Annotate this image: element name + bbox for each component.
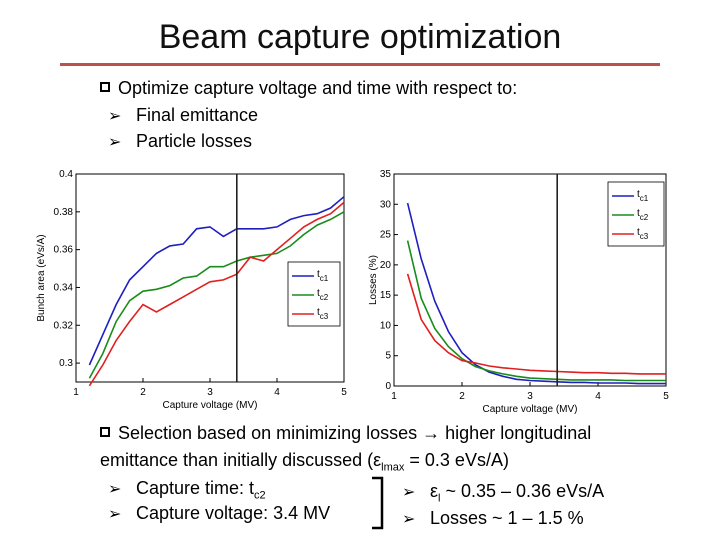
x-tick-label: 4: [595, 391, 601, 402]
y-tick-label: 0.3: [59, 358, 73, 369]
result-emittance-b: ~ 0.35 – 0.36 eVs/A: [440, 481, 605, 501]
y-tick-label: 0.34: [54, 282, 74, 293]
x-axis-label: Capture voltage (MV): [162, 400, 257, 411]
sub-bullet-losses: ➢ Particle losses: [108, 131, 252, 152]
y-tick-label: 30: [380, 199, 392, 210]
y-tick-label: 0.36: [54, 245, 74, 256]
y-tick-label: 20: [380, 260, 392, 271]
bullet-2-line-1: Selection based on minimizing losses → h…: [100, 423, 591, 444]
right-bracket-icon: [372, 476, 384, 530]
result-emittance-a: ε: [430, 481, 439, 501]
capture-voltage-text: Capture voltage: 3.4 MV: [136, 503, 331, 523]
y-tick-label: 10: [380, 320, 392, 331]
legend-label: tc2: [637, 208, 649, 222]
y-tick-label: 0.4: [59, 169, 73, 180]
capture-time-text: Capture time: t: [136, 478, 255, 498]
bullet-1-text: Optimize capture voltage and time with r…: [118, 78, 518, 98]
bullet-2-line-2: emittance than initially discussed (εlma…: [100, 450, 509, 474]
x-tick-label: 3: [207, 387, 213, 398]
result-emittance-subscript: l: [438, 492, 441, 505]
series-line-c2: [88, 211, 345, 379]
sub-bullet-text: Particle losses: [136, 131, 253, 151]
legend-box: [287, 261, 341, 327]
checkbox-bullet-icon: [100, 82, 110, 93]
legend-label: tc3: [637, 227, 649, 241]
y-tick-label: 0: [385, 381, 391, 392]
x-tick-label: 1: [73, 387, 79, 398]
arrow-bullet-icon: ➢: [402, 484, 416, 501]
legend-label: tc1: [317, 269, 329, 283]
losses-chart: 1 2 3 4 5 0 5 10 15 20 25 30 35 Capture voltage (MV) L…: [368, 169, 669, 415]
x-tick-label: 4: [274, 387, 280, 398]
x-tick-label: 5: [341, 387, 347, 398]
bullet-2-line-2-b: = 0.3 eVs/A): [404, 450, 509, 470]
emittance-subscript: lmax: [381, 461, 405, 474]
sub-bullet-emittance: ➢ Final emittance: [108, 105, 258, 126]
series-line-c1: [406, 202, 666, 385]
y-tick-label: 0.32: [54, 320, 74, 331]
series-line-c3: [406, 273, 666, 375]
arrow-bullet-icon: ➢: [108, 108, 122, 125]
legend-label: tc3: [317, 307, 329, 321]
y-tick-label: 25: [380, 230, 392, 241]
bullet-2-text-a: Selection based on minimizing losses: [118, 423, 423, 443]
x-tick-label: 2: [459, 391, 465, 402]
series-line-c1: [88, 196, 345, 366]
bullet-2-text-b: higher longitudinal: [440, 423, 592, 443]
y-axis-label: Losses (%): [368, 255, 379, 305]
result-losses: ➢ Losses ~ 1 – 1.5 %: [402, 508, 584, 529]
legend-label: tc1: [637, 189, 649, 203]
bunch-area-chart: 1 2 3 4 5 0.3 0.32 0.34 0.36 0.38 0.4 Capture volta…: [36, 169, 347, 411]
right-arrow-icon: →: [422, 423, 441, 443]
sub-bullet-capture-time: ➢ Capture time: tc2: [108, 478, 266, 502]
bullet-2-line-2-a: emittance than initially discussed (ε: [100, 450, 382, 470]
x-axis-label: Capture voltage (MV): [482, 404, 577, 415]
x-tick-label: 2: [140, 387, 146, 398]
series-line-c3: [88, 201, 345, 387]
arrow-bullet-icon: ➢: [402, 511, 416, 528]
x-tick-label: 3: [527, 391, 533, 402]
legend-label: tc2: [317, 288, 329, 302]
slide-title: Beam capture optimization: [158, 18, 562, 56]
series-line-c2: [406, 240, 666, 382]
result-losses-text: Losses ~ 1 – 1.5 %: [430, 508, 584, 528]
y-axis-label: Bunch area (eVs/A): [36, 234, 47, 321]
sub-bullet-capture-voltage: ➢ Capture voltage: 3.4 MV: [108, 503, 330, 524]
y-tick-label: 5: [385, 351, 391, 362]
arrow-bullet-icon: ➢: [108, 481, 122, 498]
result-emittance: ➢ εl ~ 0.35 – 0.36 eVs/A: [402, 481, 604, 505]
x-tick-label: 1: [391, 391, 397, 402]
y-tick-label: 15: [380, 290, 392, 301]
title-underline: [60, 63, 660, 66]
sub-bullet-text: Final emittance: [136, 105, 259, 125]
y-tick-label: 0.38: [54, 207, 74, 218]
checkbox-bullet-icon: [100, 427, 110, 438]
arrow-bullet-icon: ➢: [108, 506, 122, 523]
x-tick-label: 5: [663, 391, 669, 402]
y-tick-label: 35: [380, 169, 392, 180]
capture-time-subscript: c2: [254, 489, 266, 502]
arrow-bullet-icon: ➢: [108, 134, 122, 151]
legend-box: [607, 181, 665, 247]
bullet-1: Optimize capture voltage and time with r…: [100, 78, 517, 99]
